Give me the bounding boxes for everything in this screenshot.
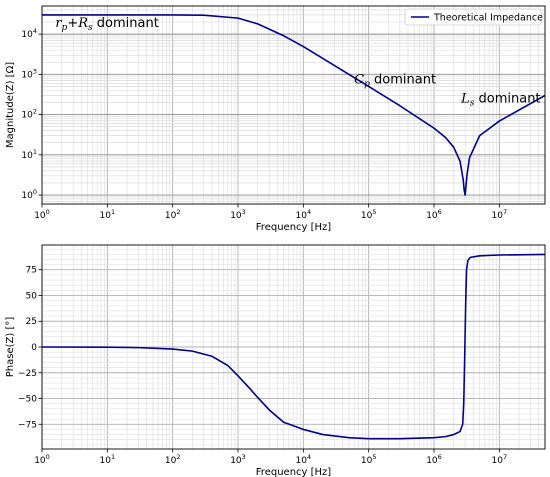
x-tick-label: 105 <box>361 453 377 466</box>
y-axis-label: Phase(Z) [°] <box>5 317 16 378</box>
y-tick-label: 102 <box>21 108 37 121</box>
x-tick-label: 104 <box>296 208 312 221</box>
x-axis-label: Frequency [Hz] <box>256 467 332 477</box>
grid <box>41 5 546 205</box>
x-tick-label: 103 <box>230 453 246 466</box>
y-tick-label: 101 <box>21 148 37 161</box>
x-tick-label: 101 <box>100 453 116 466</box>
y-tick-label: 50 <box>26 291 38 301</box>
x-tick-label: 104 <box>296 453 312 466</box>
x-tick-label: 107 <box>492 208 508 221</box>
y-tick-label: 100 <box>21 188 37 201</box>
x-axis: 100 101 102 103 104 105 106 107 Frequency [Hz] <box>34 204 507 233</box>
y-axis: −75 −50 −25 0 25 50 75 Phase(Z) [°] <box>5 266 42 430</box>
x-tick-label: 106 <box>426 208 442 221</box>
y-tick-label: −25 <box>18 369 37 379</box>
y-tick-label: 25 <box>26 317 37 327</box>
series-line-1 <box>42 253 545 440</box>
x-tick-label: 101 <box>100 208 116 221</box>
x-tick-label: 102 <box>165 453 181 466</box>
annotation-3: Ls dominant <box>460 91 540 108</box>
y-tick-label: 103 <box>21 67 37 80</box>
x-tick-label: 100 <box>34 208 50 221</box>
y-tick-label: 0 <box>31 343 37 353</box>
x-tick-label: 106 <box>426 453 442 466</box>
legend-label: Theoretical Impedance <box>433 12 543 23</box>
legend-box <box>404 8 542 26</box>
y-tick-label: −75 <box>18 420 37 430</box>
x-tick-label: 103 <box>230 208 246 221</box>
series-line-1 <box>42 14 545 196</box>
y-tick-label: 104 <box>21 27 37 40</box>
chart-2: 100 101 102 103 104 105 106 107 Frequency [Hz] −7… <box>5 244 546 477</box>
x-tick-label: 107 <box>492 453 508 466</box>
y-axis: 100 101 102 103 104 Magnitude(Z) [Ω] <box>5 27 42 201</box>
x-tick-label: 105 <box>361 208 377 221</box>
legend: Theoretical Impedance <box>404 8 543 26</box>
x-tick-label: 102 <box>165 208 181 221</box>
y-tick-label: −50 <box>18 395 37 405</box>
y-axis-label: Magnitude(Z) [Ω] <box>5 62 16 148</box>
annotation-1: rp+Rs dominant <box>55 16 158 33</box>
annotation-2: Cp dominant <box>354 72 436 89</box>
x-axis-label: Frequency [Hz] <box>256 222 332 233</box>
x-axis: 100 101 102 103 104 105 106 107 Frequency [Hz] <box>34 449 507 477</box>
x-tick-label: 100 <box>34 453 50 466</box>
plot-frame <box>41 5 546 205</box>
y-tick-label: 75 <box>26 266 37 276</box>
